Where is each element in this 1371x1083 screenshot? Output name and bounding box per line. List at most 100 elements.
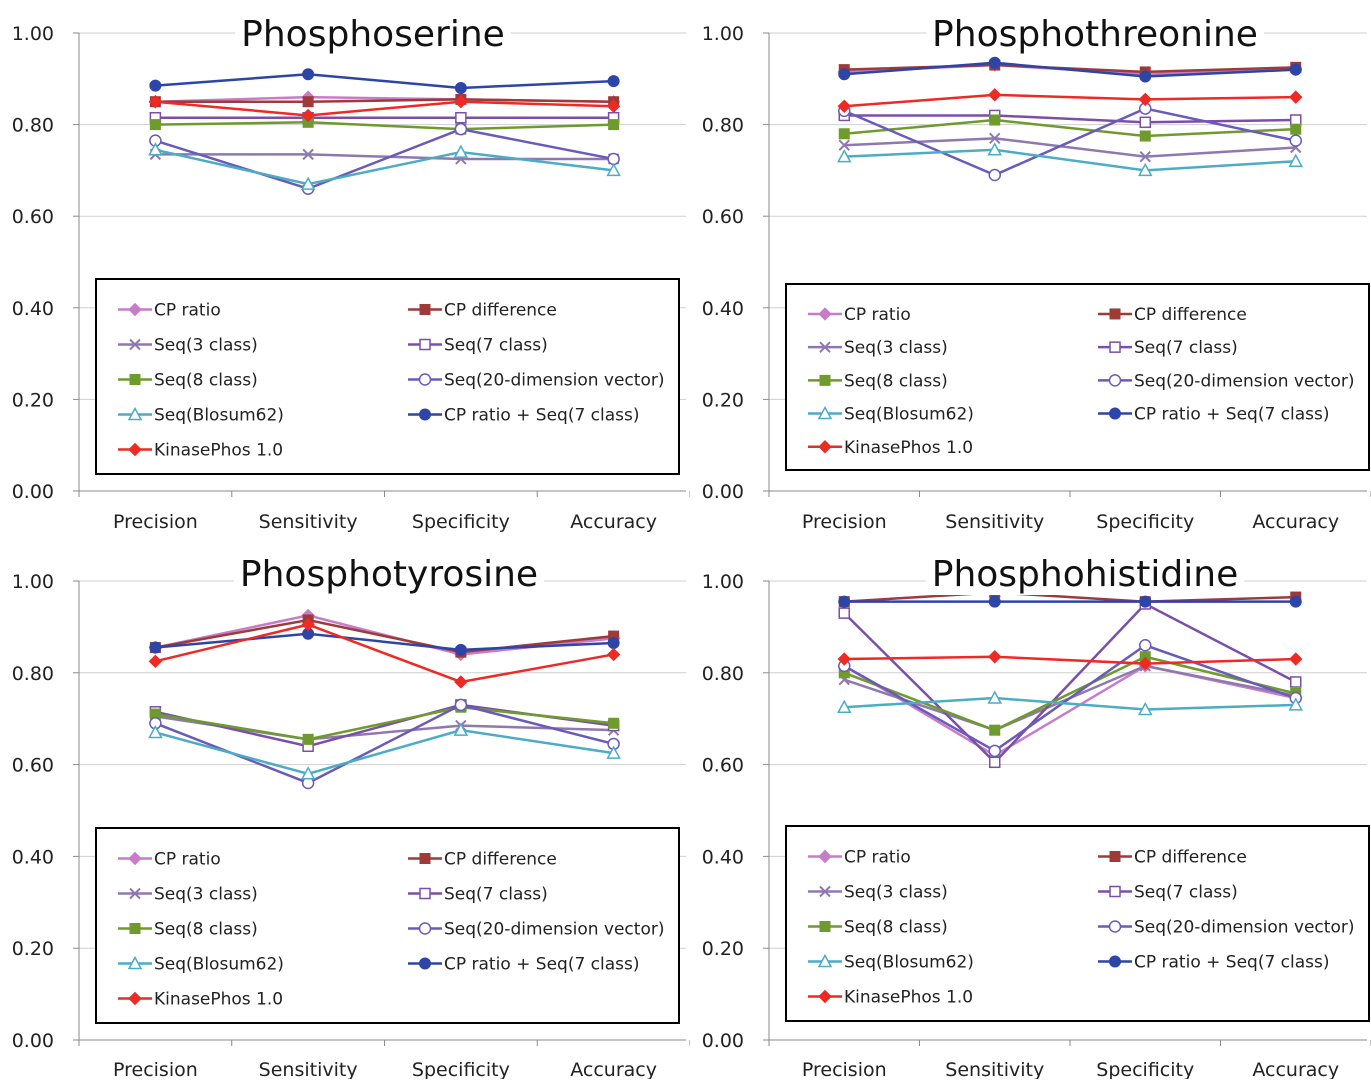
y-tick-label: 0.00 [702, 481, 744, 503]
point-seq-20-dimension-vector-accuracy [1289, 134, 1302, 147]
point-seq-3-class-specificity [1139, 150, 1151, 163]
series-line-cp-ratio-seq-7-class [844, 61, 1296, 78]
point-seq-blosum62-accuracy [606, 745, 621, 759]
point-seq-blosum62-specificity [453, 722, 469, 736]
legend-marker [129, 887, 141, 900]
point-kinasephos-1-0-specificity [1138, 656, 1152, 671]
chart-title: Phosphothreonine [932, 14, 1258, 55]
point-seq-8-class-precision [149, 119, 161, 131]
y-tick-label: 0.20 [12, 389, 54, 411]
legend-item-seq-blosum62: Seq(Blosum62) [118, 406, 284, 426]
series-line-cp-ratio-seq-7-class [155, 72, 614, 90]
y-tick-label: 0.40 [12, 298, 54, 320]
legend-marker [418, 922, 432, 935]
legend-marker [1109, 308, 1121, 320]
legend-marker [819, 341, 831, 353]
legend-item-seq-20-dimension-vector: Seq(20-dimension vector) [1098, 918, 1354, 938]
x-tick-label-specificity: Specificity [1096, 1059, 1194, 1079]
legend-marker [419, 957, 431, 970]
legend-marker [129, 338, 141, 351]
legend-item-seq-20-dimension-vector: Seq(20-dimension vector) [408, 920, 664, 940]
chart-title: Phosphotyrosine [240, 554, 538, 595]
point-cp-ratio-seq-7-class-sensitivity [988, 56, 1001, 69]
point-kinasephos-1-0-sensitivity [988, 650, 1002, 664]
legend-label: Seq(8 class) [844, 371, 948, 391]
legend-marker [128, 302, 142, 317]
chart-title: Phosphoserine [241, 14, 505, 55]
point-kinasephos-1-0-accuracy [1289, 90, 1303, 104]
series-line-seq-blosum62 [844, 696, 1296, 711]
point-kinasephos-1-0-sensitivity [301, 108, 315, 123]
series-cp-ratio-seq-7-class [838, 595, 1302, 608]
legend-item-cp-difference: CP difference [408, 301, 557, 321]
point-kinasephos-1-0-accuracy [1289, 652, 1303, 666]
legend-label: KinasePhos 1.0 [844, 438, 973, 458]
series-seq-20-dimension-vector [838, 102, 1302, 182]
x-tick-label-precision: Precision [113, 1059, 198, 1079]
y-tick-label: 0.00 [702, 1030, 744, 1052]
series-line-seq-blosum62 [155, 148, 614, 186]
legend-item-seq-8-class: Seq(8 class) [118, 371, 258, 391]
series-line-kinasephos-1-0 [844, 655, 1296, 665]
legend-label: Seq(Blosum62) [154, 955, 284, 975]
point-seq-blosum62-precision [836, 149, 852, 163]
legend-marker [128, 991, 142, 1006]
chart-svg: 0.00 0.20 0.40 0.60 0.80 1.00 Precision Sensiti… [702, 14, 1371, 533]
y-tick-label: 0.60 [12, 755, 54, 777]
x-tick-label-sensitivity: Sensitivity [259, 1059, 358, 1079]
series-seq-blosum62 [836, 142, 1304, 177]
y-tick-label: 0.20 [702, 389, 744, 411]
x-tick-label-sensitivity: Sensitivity [945, 1059, 1044, 1079]
legend: CP ratio CP difference Seq(3 class) Seq(7 c… [95, 827, 680, 1024]
legend-marker [819, 885, 831, 898]
x-tick-label-specificity: Specificity [412, 511, 510, 533]
point-seq-8-class-accuracy [1290, 123, 1302, 135]
series-cp-ratio-seq-7-class [838, 56, 1302, 83]
series-line-seq-20-dimension-vector [843, 643, 1297, 753]
legend-label: Seq(7 class) [444, 885, 548, 905]
point-seq-blosum62-precision [148, 724, 163, 739]
legend-marker [128, 851, 142, 866]
legend-marker [1109, 851, 1121, 862]
legend-item-cp-ratio: CP ratio [808, 848, 911, 868]
point-seq-3-class-precision [838, 139, 850, 151]
series-line-cp-difference [155, 618, 614, 654]
series-seq-blosum62 [836, 690, 1304, 716]
point-cp-ratio-seq-7-class-sensitivity [988, 595, 1001, 608]
series-seq-8-class [838, 651, 1302, 736]
legend-label: CP ratio + Seq(7 class) [1134, 405, 1330, 425]
legend-box [95, 827, 680, 1024]
legend-label: KinasePhos 1.0 [844, 988, 973, 1008]
series-kinasephos-1-0 [837, 650, 1303, 671]
legend: CP ratio CP difference Seq(3 class) Seq(7 c… [95, 278, 680, 475]
legend-label: Seq(8 class) [844, 918, 948, 938]
legend-item-kinasephos-1-0: KinasePhos 1.0 [118, 441, 283, 461]
chart-title-background [235, 14, 511, 55]
point-kinasephos-1-0-specificity [1138, 92, 1152, 107]
point-kinasephos-1-0-accuracy [606, 647, 621, 662]
legend-marker [817, 405, 833, 420]
y-tick-label: 1.00 [702, 23, 744, 45]
legend-item-seq-20-dimension-vector: Seq(20-dimension vector) [1098, 371, 1354, 391]
chart-title-background [925, 554, 1245, 595]
point-kinasephos-1-0-precision [837, 652, 851, 666]
legend-marker [818, 307, 832, 321]
legend-label: CP ratio + Seq(7 class) [444, 955, 640, 975]
y-tick-label: 0.40 [12, 846, 54, 868]
series-line-kinasephos-1-0 [155, 623, 614, 684]
legend-label: Seq(Blosum62) [844, 953, 974, 973]
legend-label: CP difference [1134, 848, 1247, 868]
chart-title-background [926, 14, 1264, 55]
legend-label: Seq(20-dimension vector) [1134, 918, 1354, 938]
point-kinasephos-1-0-sensitivity [301, 617, 315, 632]
legend-item-cp-ratio-seq-7-class: CP ratio + Seq(7 class) [408, 406, 640, 426]
point-seq-blosum62-accuracy [1288, 697, 1304, 711]
legend-item-seq-blosum62: Seq(Blosum62) [808, 405, 974, 425]
legend-marker [818, 440, 832, 454]
legend-item-kinasephos-1-0: KinasePhos 1.0 [808, 988, 973, 1008]
series-line-seq-8-class [155, 705, 614, 741]
legend-label: Seq(8 class) [154, 371, 258, 391]
legend-item-seq-blosum62: Seq(Blosum62) [118, 955, 284, 975]
point-seq-3-class-sensitivity [302, 148, 314, 161]
y-tick-label: 0.40 [702, 298, 744, 320]
